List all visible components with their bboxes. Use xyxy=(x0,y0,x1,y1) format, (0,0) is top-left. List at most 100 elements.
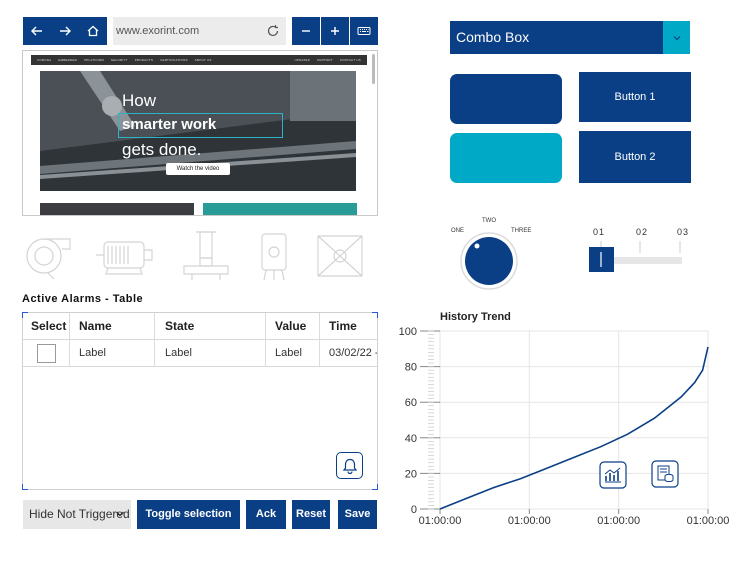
arrow-left-icon xyxy=(31,26,42,36)
button-1-label: Button 1 xyxy=(614,91,656,103)
x-tick-label: 01:00:00 xyxy=(508,515,551,527)
history-trend-chart[interactable]: 0 20 40 60 80 100 01:00:00 01:00:00 01:00:00 01:0… xyxy=(390,318,735,533)
column-header-time[interactable]: Time xyxy=(329,319,357,333)
column-header-state[interactable]: State xyxy=(165,319,195,333)
selection-corner xyxy=(372,312,378,318)
rotary-knob[interactable] xyxy=(458,230,520,292)
chart-icon xyxy=(604,467,621,483)
alarm-bell-button[interactable] xyxy=(336,452,363,479)
motor-icon xyxy=(94,228,156,284)
y-tick-label: 20 xyxy=(405,468,417,480)
zoom-out-button[interactable] xyxy=(292,17,320,45)
cell-state: Label xyxy=(165,347,192,359)
column-divider xyxy=(319,313,320,367)
back-button[interactable] xyxy=(23,17,51,45)
pump-icon xyxy=(178,228,234,284)
slider-label-01: 01 xyxy=(593,227,606,237)
y-tick-label: 40 xyxy=(405,433,417,445)
x-tick-label: 01:00:00 xyxy=(687,515,730,527)
watch-video-button[interactable]: Watch the video xyxy=(166,163,230,175)
site-nav-item[interactable]: PRODUCTS xyxy=(134,58,154,62)
y-tick-label: 60 xyxy=(405,397,417,409)
x-tick-label: 01:00:00 xyxy=(419,515,462,527)
minus-icon xyxy=(302,30,310,32)
save-button[interactable]: Save xyxy=(338,500,377,529)
reset-button[interactable]: Reset xyxy=(292,500,330,529)
home-icon xyxy=(87,25,99,37)
button-2[interactable]: Button 2 xyxy=(579,131,691,183)
selection-corner xyxy=(372,484,378,490)
ack-button[interactable]: Ack xyxy=(246,500,286,529)
site-nav-item[interactable]: CERTIFICATIONS xyxy=(160,58,188,62)
cell-value: Label xyxy=(275,347,302,359)
site-nav-item[interactable]: UPDATES xyxy=(294,58,310,62)
arrow-right-icon xyxy=(60,26,71,36)
y-tick-label: 80 xyxy=(405,362,417,374)
knob-label-two: TWO xyxy=(482,218,496,224)
column-divider xyxy=(265,313,266,367)
selection-corner xyxy=(22,312,28,318)
site-nav-item[interactable]: XPLATFORM xyxy=(83,58,104,62)
combo-box-label: Combo Box xyxy=(456,29,530,45)
cell-name: Label xyxy=(79,347,106,359)
hero-line-3: gets done. xyxy=(122,140,202,159)
step-slider[interactable] xyxy=(588,238,684,274)
button-1[interactable]: Button 1 xyxy=(579,72,691,122)
web-scrollbar[interactable] xyxy=(372,54,375,84)
forward-button[interactable] xyxy=(51,17,79,45)
column-header-select[interactable]: Select xyxy=(31,319,67,333)
site-nav-item[interactable]: SUPPORT xyxy=(316,58,333,62)
column-header-value[interactable]: Value xyxy=(275,319,307,333)
column-divider xyxy=(69,313,70,367)
url-text: www.exorint.com xyxy=(116,25,200,37)
rounded-button-blue[interactable] xyxy=(450,74,562,124)
site-nav-bar: CORONA EMBEDDED XPLATFORM SECURITY PRODU… xyxy=(31,55,367,65)
site-nav-item[interactable]: ABOUT US xyxy=(194,58,212,62)
knob-label-one: ONE xyxy=(451,228,465,234)
site-nav-item[interactable]: CONTACT US xyxy=(339,58,361,62)
table-header: Select Name State Value Time xyxy=(23,313,377,340)
combo-box[interactable]: Combo Box xyxy=(450,21,690,54)
filter-dropdown[interactable]: Hide Not Triggered xyxy=(23,500,131,529)
toggle-selection-button[interactable]: Toggle selection xyxy=(137,500,240,529)
knob-label-three: THREE xyxy=(511,228,532,234)
url-field[interactable]: www.exorint.com xyxy=(113,17,286,45)
keyboard-icon xyxy=(357,27,371,35)
trend-title: History Trend xyxy=(440,311,511,323)
table-row[interactable]: Label Label Label 03/02/22 - xyxy=(23,340,378,367)
combo-box-arrow[interactable] xyxy=(663,21,690,54)
site-section-dark xyxy=(40,203,194,215)
chevron-down-icon xyxy=(673,35,680,40)
hero-line-2: smarter work xyxy=(122,116,217,133)
button-2-label: Button 2 xyxy=(614,151,656,163)
valve-icon xyxy=(312,228,368,284)
site-nav-item[interactable]: EMBEDDED xyxy=(58,58,77,62)
hero-banner: How smarter work gets done. Watch the vi… xyxy=(40,71,356,191)
bell-icon xyxy=(342,458,357,474)
trend-series-line xyxy=(439,346,709,510)
rounded-button-teal[interactable] xyxy=(450,133,562,183)
reload-icon[interactable] xyxy=(266,24,280,38)
trend-data-button[interactable] xyxy=(651,460,679,488)
site-section-teal xyxy=(203,203,357,215)
home-button[interactable] xyxy=(79,17,107,45)
trend-chart-button[interactable] xyxy=(599,461,627,489)
keyboard-button[interactable] xyxy=(350,17,378,45)
alarms-table[interactable]: Select Name State Value Time Label Label… xyxy=(22,312,378,490)
cell-time: 03/02/22 - xyxy=(329,347,378,359)
fan-icon xyxy=(20,228,76,284)
hero-machinery-image xyxy=(40,71,356,191)
slider-label-03: 03 xyxy=(677,227,690,237)
x-tick-label: 01:00:00 xyxy=(597,515,640,527)
column-header-name[interactable]: Name xyxy=(79,319,112,333)
y-tick-label: 100 xyxy=(399,326,417,338)
row-select-checkbox[interactable] xyxy=(37,344,56,363)
tank-icon xyxy=(246,228,302,284)
selection-corner xyxy=(22,484,28,490)
web-view[interactable]: CORONA EMBEDDED XPLATFORM SECURITY PRODU… xyxy=(22,50,378,216)
slider-label-02: 02 xyxy=(636,227,649,237)
zoom-in-button[interactable] xyxy=(321,17,349,45)
site-nav-item[interactable]: SECURITY xyxy=(110,58,128,62)
site-nav-item[interactable]: CORONA xyxy=(37,58,52,62)
filter-dropdown-value: Hide Not Triggered xyxy=(29,507,130,521)
